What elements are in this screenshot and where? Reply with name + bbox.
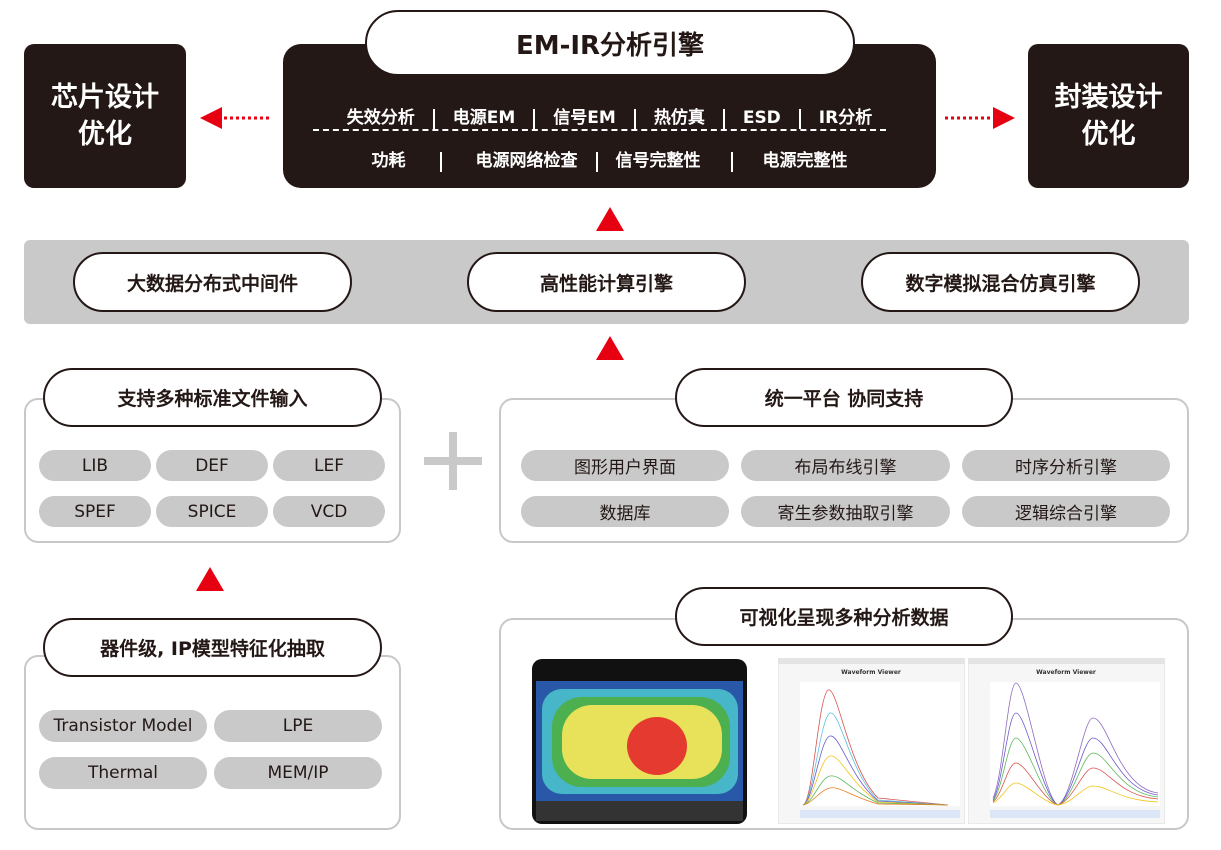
engine-item: 电源EM bbox=[452, 108, 516, 128]
arrow-left-icon bbox=[200, 107, 270, 129]
file-chip: VCD bbox=[273, 496, 385, 527]
extraction-chip: Thermal bbox=[39, 757, 207, 789]
extraction-chip: MEM/IP bbox=[214, 757, 382, 789]
engine-item: 热仿真 bbox=[653, 108, 705, 128]
platform-chip: 时序分析引擎 bbox=[962, 450, 1170, 481]
extraction-panel bbox=[24, 655, 401, 830]
arrow-up-icon bbox=[596, 336, 624, 360]
chip-design-label-2: 优化 bbox=[78, 119, 132, 150]
file-input-title: 支持多种标准文件输入 bbox=[43, 368, 382, 427]
engine-item: 失效分析 bbox=[346, 108, 415, 128]
platform-chip: 逻辑综合引擎 bbox=[962, 496, 1170, 527]
arrow-up-icon bbox=[596, 207, 624, 231]
extraction-title: 器件级, IP模型特征化抽取 bbox=[43, 618, 382, 677]
file-chip: SPICE bbox=[156, 496, 268, 527]
middleware-item: 高性能计算引擎 bbox=[467, 252, 746, 312]
engine-item: 电源网络检查 bbox=[475, 151, 578, 171]
platform-title: 统一平台 协同支持 bbox=[675, 368, 1013, 427]
chip-design-box: 芯片设计 优化 bbox=[24, 44, 186, 188]
engine-item: ESD bbox=[742, 108, 781, 128]
ir-heatmap-image bbox=[532, 659, 747, 824]
platform-chip: 寄生参数抽取引擎 bbox=[741, 496, 950, 527]
package-design-label-2: 优化 bbox=[1081, 119, 1136, 150]
engine-row-1: 失效分析 电源EM 信号EM 热仿真 ESD IR分析 bbox=[283, 100, 936, 137]
plus-icon bbox=[424, 432, 482, 490]
package-design-box: 封装设计 优化 bbox=[1028, 44, 1189, 188]
waveform-viewer-1: Waveform Viewer bbox=[778, 658, 965, 824]
arrow-up-icon bbox=[196, 567, 224, 591]
package-design-label: 封装设计 bbox=[1054, 82, 1163, 113]
dashed-divider bbox=[313, 129, 886, 131]
file-chip: LEF bbox=[273, 450, 385, 481]
arrow-right-icon bbox=[945, 107, 1015, 129]
platform-chip: 数据库 bbox=[521, 496, 729, 527]
engine-title: EM-IR分析引擎 bbox=[365, 10, 855, 76]
visualization-title: 可视化呈现多种分析数据 bbox=[675, 587, 1013, 646]
middleware-item: 数字模拟混合仿真引擎 bbox=[861, 252, 1140, 312]
waveform-viewer-2: Waveform Viewer bbox=[968, 658, 1165, 824]
engine-item: 信号完整性 bbox=[615, 151, 701, 171]
platform-chip: 图形用户界面 bbox=[521, 450, 729, 481]
extraction-chip: LPE bbox=[214, 710, 382, 742]
viewer-title: Waveform Viewer bbox=[1036, 669, 1096, 676]
file-chip: LIB bbox=[39, 450, 151, 481]
engine-row-2: 功耗 电源网络检查 信号完整性 电源完整性 bbox=[283, 143, 936, 180]
engine-item: IR分析 bbox=[818, 108, 873, 128]
engine-item: 功耗 bbox=[371, 151, 406, 171]
engine-item: 信号EM bbox=[553, 108, 616, 128]
extraction-chip: Transistor Model bbox=[39, 710, 207, 742]
chip-design-label: 芯片设计 bbox=[51, 82, 159, 113]
viewer-title: Waveform Viewer bbox=[841, 669, 901, 676]
file-chip: DEF bbox=[156, 450, 268, 481]
engine-item: 电源完整性 bbox=[762, 151, 848, 171]
file-chip: SPEF bbox=[39, 496, 151, 527]
middleware-item: 大数据分布式中间件 bbox=[73, 252, 352, 312]
platform-chip: 布局布线引擎 bbox=[741, 450, 950, 481]
